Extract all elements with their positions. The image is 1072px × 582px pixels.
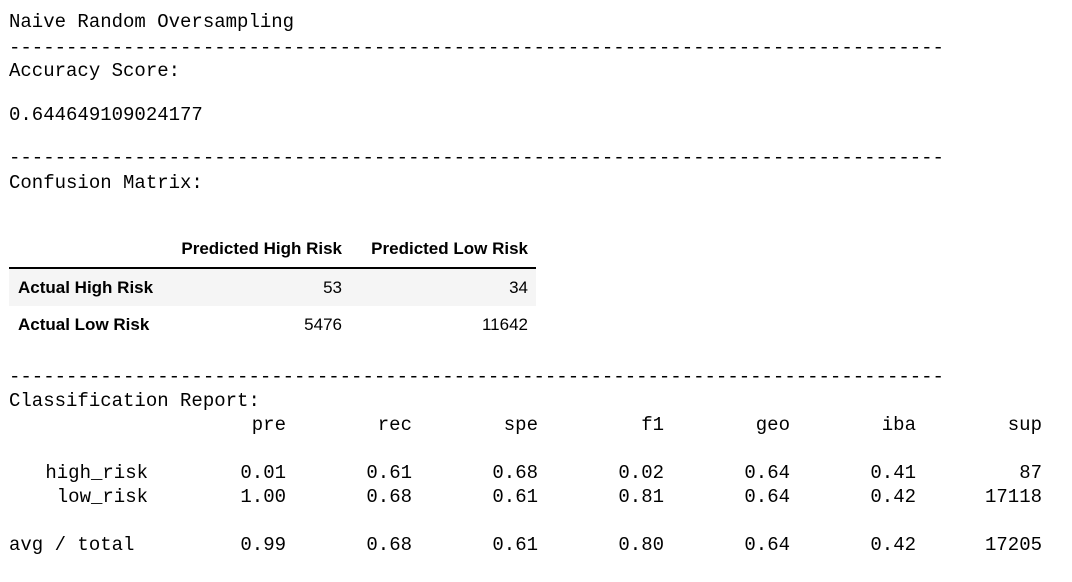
report-cell: 0.99 — [240, 534, 286, 556]
report-header-row: pre rec spe f1 geo iba sup — [0, 413, 1072, 437]
report-cell: 0.68 — [366, 534, 412, 556]
confusion-matrix-table: Predicted High Risk Predicted Low Risk A… — [9, 230, 536, 344]
report-column-header: rec — [377, 414, 412, 436]
report-row-label: low_risk — [56, 486, 148, 508]
report-cell: 0.68 — [492, 462, 538, 484]
report-cell: 0.64 — [744, 486, 790, 508]
report-row-label: high_risk — [45, 462, 148, 484]
report-cell: 0.64 — [744, 534, 790, 556]
report-cell: 0.81 — [618, 486, 664, 508]
report-cell: 17118 — [984, 486, 1042, 508]
report-row: high_risk 0.01 0.61 0.68 0.02 0.64 0.41 … — [0, 461, 1072, 485]
report-column-header: sup — [1007, 414, 1042, 436]
table-row: Actual Low Risk 5476 11642 — [9, 306, 536, 344]
report-cell: 87 — [1019, 462, 1042, 484]
report-cell: 0.61 — [366, 462, 412, 484]
report-cell: 1.00 — [240, 486, 286, 508]
report-cell: 0.02 — [618, 462, 664, 484]
confusion-matrix-label: Confusion Matrix: — [9, 172, 203, 194]
column-header: Predicted Low Risk — [350, 230, 536, 269]
report-column-header: f1 — [641, 414, 664, 436]
report-cell: 0.41 — [870, 462, 916, 484]
accuracy-value: 0.644649109024177 — [9, 104, 203, 126]
report-cell: 0.68 — [366, 486, 412, 508]
table-row: Actual High Risk 53 34 — [9, 268, 536, 306]
report-column-header: geo — [755, 414, 790, 436]
report-total-row: avg / total 0.99 0.68 0.61 0.80 0.64 0.4… — [0, 533, 1072, 557]
corner-cell — [9, 230, 169, 269]
report-cell: 0.42 — [870, 486, 916, 508]
table-cell: 34 — [509, 277, 528, 297]
column-header: Predicted High Risk — [169, 230, 350, 269]
report-cell: 0.61 — [492, 486, 538, 508]
row-header: Actual High Risk — [18, 277, 154, 297]
report-cell: 17205 — [984, 534, 1042, 556]
report-cell: 0.80 — [618, 534, 664, 556]
report-cell: 0.01 — [240, 462, 286, 484]
report-column-header: pre — [251, 414, 286, 436]
report-column-header: iba — [881, 414, 916, 436]
report-total-label: avg / total — [9, 534, 135, 556]
report-row: low_risk 1.00 0.68 0.61 0.81 0.64 0.42 1… — [0, 485, 1072, 509]
report-cell: 0.61 — [492, 534, 538, 556]
separator-line: ----------------------------------------… — [9, 366, 941, 388]
confusion-matrix-header-row: Predicted High Risk Predicted Low Risk — [9, 230, 536, 269]
table-cell: 5476 — [304, 315, 342, 334]
table-cell: 53 — [323, 277, 342, 297]
accuracy-label: Accuracy Score: — [9, 60, 181, 82]
report-cell: 0.42 — [870, 534, 916, 556]
classification-report-label: Classification Report: — [9, 390, 260, 412]
separator-line: ----------------------------------------… — [9, 147, 941, 169]
row-header: Actual Low Risk — [18, 315, 150, 334]
table-cell: 11642 — [481, 315, 528, 334]
report-cell: 0.64 — [744, 462, 790, 484]
report-column-header: spe — [503, 414, 538, 436]
separator-line: ----------------------------------------… — [9, 37, 941, 59]
output-heading: Naive Random Oversampling — [9, 11, 295, 33]
